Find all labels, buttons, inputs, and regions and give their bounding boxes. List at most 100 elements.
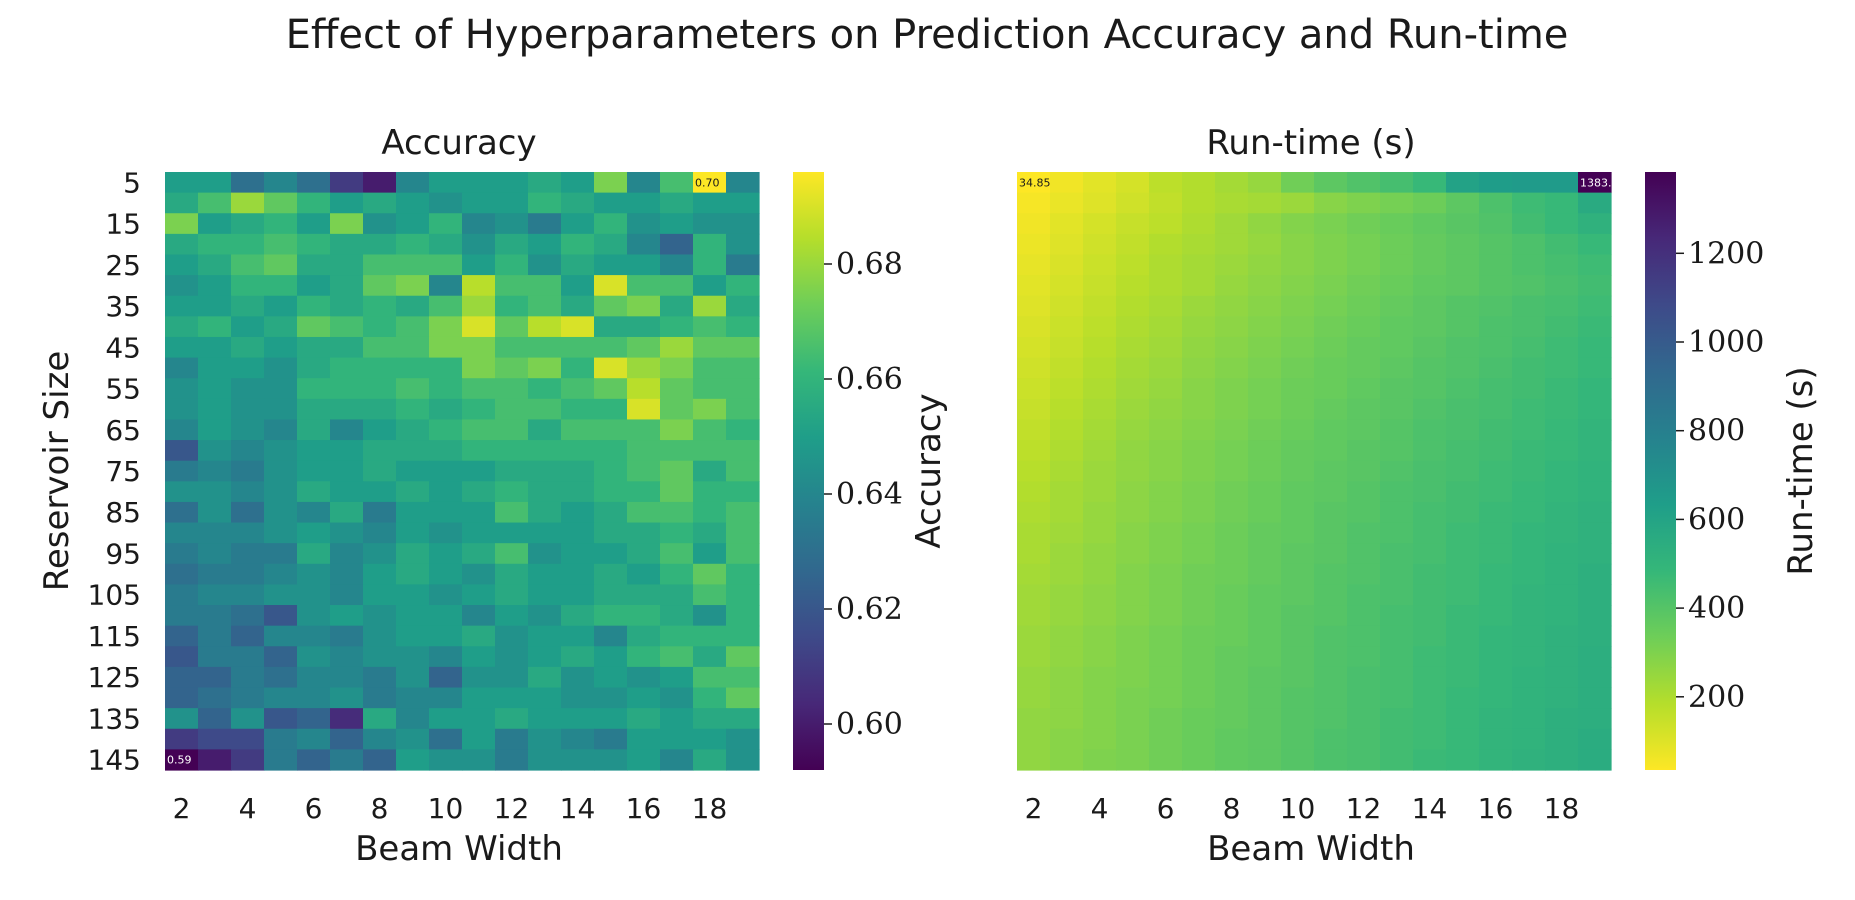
heatmap-cell <box>1215 749 1249 771</box>
heatmap-cell <box>297 728 331 750</box>
heatmap-cell <box>1380 336 1414 359</box>
runtime-x-ticks: 2 4 6 8 10 12 14 16 18 <box>1025 792 1580 825</box>
heatmap-cell <box>1347 440 1381 462</box>
heatmap-cell <box>396 522 430 544</box>
heatmap-cell <box>495 563 529 586</box>
heatmap-cell <box>1413 646 1447 668</box>
heatmap-cell <box>231 563 265 586</box>
heatmap-cell <box>330 708 364 730</box>
heatmap-cell <box>1281 378 1315 400</box>
heatmap-cell <box>1347 172 1381 194</box>
heatmap-cell <box>693 172 727 194</box>
heatmap-cell <box>198 501 232 524</box>
heatmap-cell <box>1347 605 1381 627</box>
heatmap-cell <box>1446 172 1480 194</box>
heatmap-cell <box>1314 398 1348 421</box>
heatmap-cell <box>528 295 562 317</box>
heatmap-cell <box>561 501 595 524</box>
heatmap-cell <box>693 625 727 647</box>
heatmap-cell <box>1578 501 1612 524</box>
heatmap-cell <box>330 398 364 421</box>
heatmap-cell <box>660 625 694 647</box>
heatmap-cell <box>1578 543 1612 565</box>
x-tick-label: 12 <box>494 792 530 825</box>
heatmap-cell <box>1545 708 1579 730</box>
y-tick-label: 15 <box>105 208 141 241</box>
heatmap-cell <box>1017 378 1051 400</box>
heatmap-cell <box>1116 646 1150 668</box>
heatmap-cell <box>1545 749 1579 771</box>
heatmap-cell <box>660 378 694 400</box>
heatmap-cell <box>1083 584 1117 606</box>
heatmap-cell <box>1017 336 1051 359</box>
heatmap-cell <box>660 563 694 586</box>
heatmap-cell <box>297 605 331 627</box>
heatmap-cell <box>264 233 298 256</box>
heatmap-cell <box>198 563 232 586</box>
heatmap-cell <box>297 543 331 565</box>
heatmap-cell <box>693 316 727 338</box>
heatmap-cell <box>1050 192 1084 214</box>
heatmap-cell <box>1050 584 1084 606</box>
heatmap-cell <box>462 646 496 668</box>
heatmap-cell <box>330 501 364 524</box>
heatmap-cell <box>1545 728 1579 750</box>
heatmap-cell <box>561 357 595 379</box>
heatmap-cell <box>1446 749 1480 771</box>
heatmap-cell <box>1083 213 1117 235</box>
heatmap-cell <box>1182 316 1216 338</box>
heatmap-cell <box>1050 522 1084 544</box>
heatmap-cell <box>1446 460 1480 482</box>
heatmap-cell <box>1281 666 1315 689</box>
runtime-x-axis-label: Beam Width <box>1207 829 1415 869</box>
heatmap-cell <box>1578 295 1612 317</box>
heatmap-cell <box>198 419 232 441</box>
heatmap-cell <box>1479 605 1513 627</box>
heatmap-cell <box>1215 708 1249 730</box>
heatmap-cell <box>627 543 661 565</box>
heatmap-cell <box>330 749 364 771</box>
heatmap-cell <box>462 213 496 235</box>
heatmap-cell <box>1512 605 1546 627</box>
heatmap-cell <box>1380 275 1414 297</box>
heatmap-cell <box>363 708 397 730</box>
heatmap-cell <box>1149 563 1183 586</box>
heatmap-cell <box>231 295 265 317</box>
heatmap-cell <box>528 708 562 730</box>
heatmap-cell <box>627 316 661 338</box>
heatmap-cell <box>462 522 496 544</box>
heatmap-cell <box>693 460 727 482</box>
heatmap-cell <box>1116 728 1150 750</box>
heatmap-cell <box>1446 233 1480 256</box>
heatmap-cell <box>1248 295 1282 317</box>
heatmap-cell <box>165 192 199 214</box>
heatmap-cell <box>726 522 760 544</box>
heatmap-cell <box>726 708 760 730</box>
heatmap-cell <box>1413 708 1447 730</box>
heatmap-cell <box>726 295 760 317</box>
heatmap-cell <box>1578 625 1612 647</box>
heatmap-cell <box>1116 460 1150 482</box>
heatmap-cell <box>1446 708 1480 730</box>
heatmap-cell <box>1017 172 1051 194</box>
heatmap-cell <box>1050 708 1084 730</box>
heatmap-cell <box>1413 419 1447 441</box>
heatmap-cell <box>165 501 199 524</box>
heatmap-cell <box>1578 378 1612 400</box>
heatmap-cell <box>495 646 529 668</box>
heatmap-cell <box>1314 728 1348 750</box>
heatmap-cell <box>1182 749 1216 771</box>
heatmap-cell <box>429 605 463 627</box>
heatmap-cell <box>363 357 397 379</box>
heatmap-cell <box>1545 172 1579 194</box>
heatmap-cell <box>594 336 628 359</box>
heatmap-cell <box>1248 213 1282 235</box>
heatmap-cell <box>1512 501 1546 524</box>
heatmap-cell <box>165 378 199 400</box>
heatmap-cell <box>594 481 628 503</box>
heatmap-cell <box>1017 522 1051 544</box>
heatmap-cell <box>495 233 529 256</box>
heatmap-cell <box>660 357 694 379</box>
heatmap-cell <box>1380 254 1414 276</box>
heatmap-cell <box>1512 481 1546 503</box>
